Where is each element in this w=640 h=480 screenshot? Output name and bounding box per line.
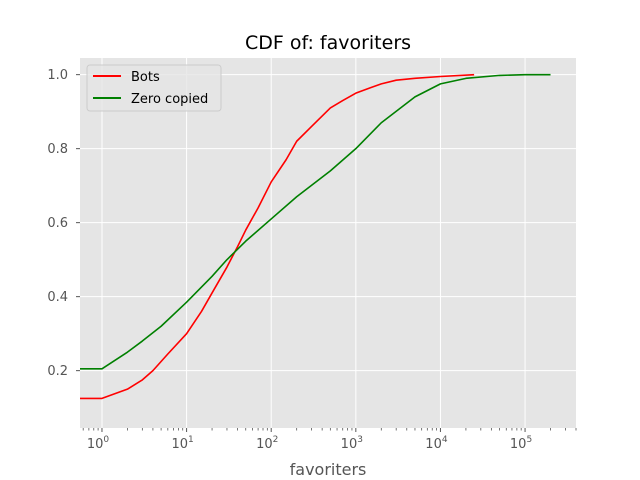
- grid-lines: [80, 58, 576, 428]
- x-tick-label: 102: [256, 435, 278, 452]
- series-lines: [80, 73, 551, 400]
- axis-ticks: 0.2 0.4 0.6 0.8 1.0 100 101 102 103 104 105: [47, 68, 577, 452]
- x-tick-label: 105: [510, 435, 532, 452]
- chart-title: CDF of: favoriters: [245, 32, 411, 54]
- legend: Bots Zero copied: [86, 64, 222, 112]
- legend-label-bots: Bots: [131, 70, 160, 85]
- y-tick-label: 1.0: [47, 68, 68, 83]
- y-tick-label: 0.4: [47, 290, 68, 305]
- y-tick-label: 0.6: [47, 216, 68, 231]
- y-tick-label: 0.2: [47, 364, 68, 379]
- x-axis-title: favoriters: [290, 460, 367, 479]
- plot-area: [80, 58, 576, 428]
- y-tick-label: 0.8: [47, 142, 68, 157]
- series-line-zero-copied: [80, 73, 551, 370]
- legend-label-zero-copied: Zero copied: [131, 92, 208, 107]
- x-tick-label: 103: [341, 435, 363, 452]
- x-tick-label: 104: [425, 435, 448, 452]
- x-tick-label: 101: [171, 435, 193, 452]
- series-line-bots: [80, 73, 475, 400]
- x-tick-label: 100: [87, 435, 110, 452]
